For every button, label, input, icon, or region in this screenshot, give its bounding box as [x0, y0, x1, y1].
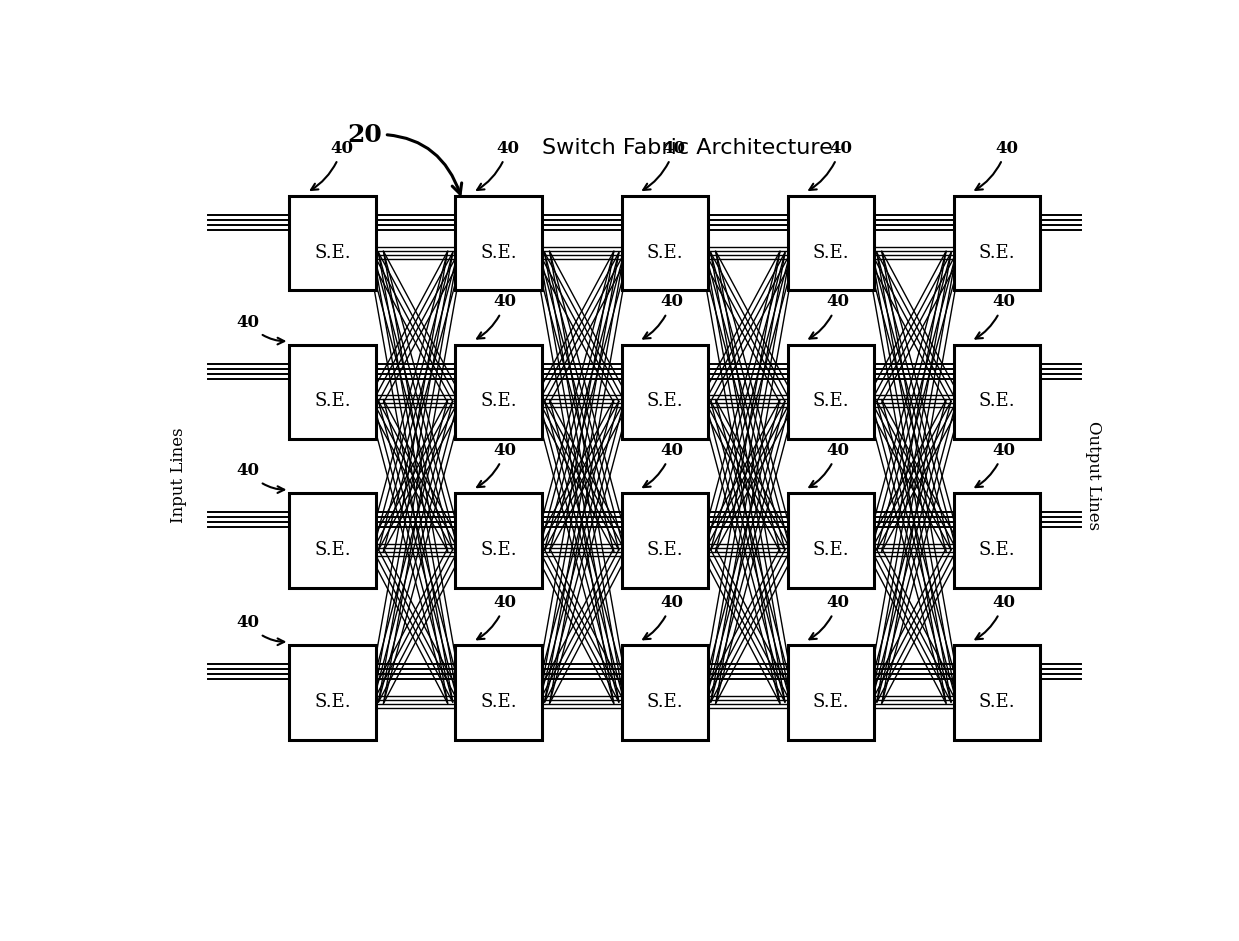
Text: 40: 40	[237, 462, 284, 493]
Text: S.E.: S.E.	[979, 693, 1015, 711]
Text: 40: 40	[975, 294, 1015, 339]
Text: Output Lines: Output Lines	[1085, 421, 1103, 530]
Bar	[456, 344, 541, 439]
Bar	[954, 344, 1041, 439]
Text: 40: 40	[809, 594, 849, 639]
Text: S.E.: S.E.	[813, 392, 849, 410]
Bar	[622, 646, 707, 740]
Text: 40: 40	[477, 140, 519, 190]
Bar	[290, 197, 375, 291]
Text: S.E.: S.E.	[979, 392, 1015, 410]
Bar	[954, 646, 1041, 740]
Bar	[456, 197, 541, 291]
Text: S.E.: S.E.	[481, 693, 517, 711]
Text: 40: 40	[311, 140, 353, 190]
Text: 40: 40	[643, 140, 686, 190]
Bar	[290, 344, 375, 439]
Text: S.E.: S.E.	[647, 693, 683, 711]
Text: S.E.: S.E.	[979, 244, 1015, 262]
Text: 40: 40	[477, 594, 517, 639]
Text: 40: 40	[809, 140, 852, 190]
Text: S.E.: S.E.	[647, 244, 683, 262]
Text: S.E.: S.E.	[481, 392, 517, 410]
Bar	[456, 646, 541, 740]
Text: S.E.: S.E.	[813, 693, 849, 711]
Text: S.E.: S.E.	[315, 541, 351, 559]
Text: 40: 40	[237, 313, 284, 344]
Text: 40: 40	[643, 442, 683, 487]
Text: 40: 40	[477, 442, 517, 487]
Text: Input Lines: Input Lines	[171, 427, 187, 523]
Bar	[954, 493, 1041, 587]
Text: S.E.: S.E.	[979, 541, 1015, 559]
Text: S.E.: S.E.	[647, 541, 683, 559]
Text: 40: 40	[975, 442, 1015, 487]
Text: 40: 40	[809, 442, 849, 487]
Bar	[788, 197, 873, 291]
Text: S.E.: S.E.	[813, 244, 849, 262]
Text: S.E.: S.E.	[813, 541, 849, 559]
Bar	[622, 493, 707, 587]
Bar	[622, 344, 707, 439]
Text: 40: 40	[809, 294, 849, 339]
Text: 40: 40	[237, 614, 284, 646]
Bar	[788, 493, 873, 587]
Text: S.E.: S.E.	[647, 392, 683, 410]
Bar	[290, 493, 375, 587]
Bar	[622, 197, 707, 291]
Text: 40: 40	[643, 294, 683, 339]
Text: 40: 40	[975, 594, 1015, 639]
Text: 40: 40	[477, 294, 517, 339]
Text: Switch Fabric Architecture: Switch Fabric Architecture	[543, 138, 833, 158]
Text: S.E.: S.E.	[315, 244, 351, 262]
Text: S.E.: S.E.	[481, 244, 517, 262]
Bar	[290, 646, 375, 740]
Text: S.E.: S.E.	[315, 693, 351, 711]
Bar	[456, 493, 541, 587]
Bar	[954, 197, 1041, 291]
Bar	[788, 646, 873, 740]
Text: 20: 20	[347, 123, 462, 194]
Text: 40: 40	[975, 140, 1018, 190]
Text: 40: 40	[643, 594, 683, 639]
Text: S.E.: S.E.	[315, 392, 351, 410]
Text: S.E.: S.E.	[481, 541, 517, 559]
Bar	[788, 344, 873, 439]
